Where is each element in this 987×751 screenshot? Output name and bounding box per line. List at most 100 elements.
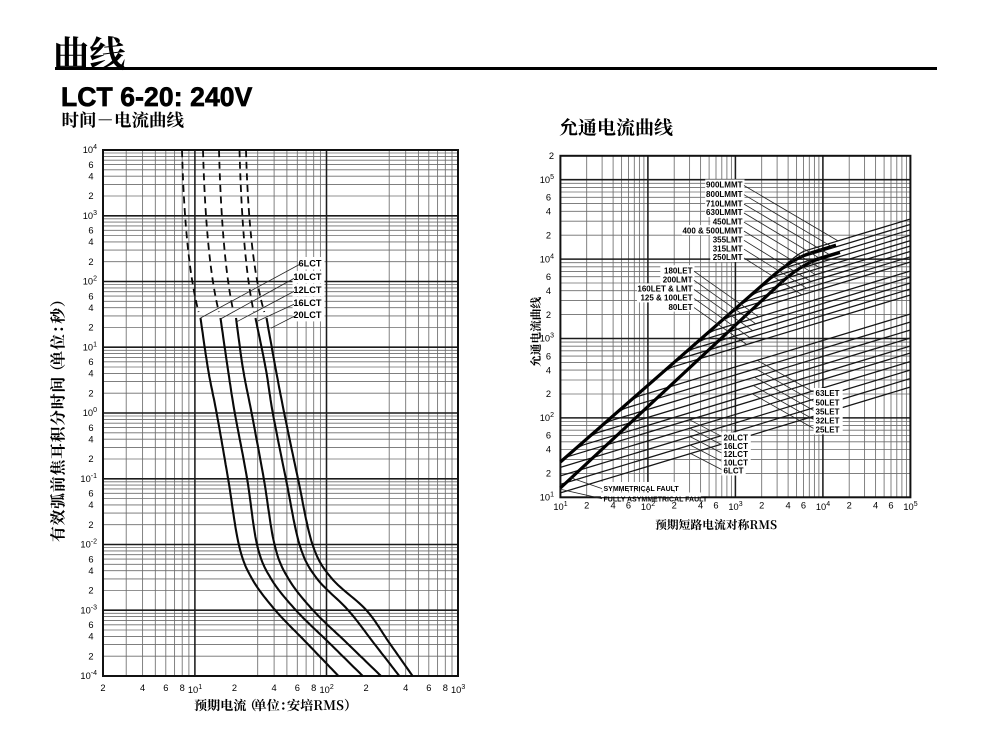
svg-text:10-4: 10-4 <box>80 670 97 681</box>
svg-text:104: 104 <box>83 144 97 155</box>
svg-text:101: 101 <box>553 501 567 512</box>
svg-text:16LCT: 16LCT <box>724 442 749 451</box>
svg-text:103: 103 <box>728 501 742 512</box>
svg-text:4: 4 <box>698 501 703 511</box>
svg-text:4: 4 <box>88 303 93 313</box>
svg-text:6: 6 <box>88 291 93 301</box>
svg-text:6: 6 <box>426 683 431 693</box>
svg-text:355LMT: 355LMT <box>713 236 743 245</box>
svg-text:180LET: 180LET <box>664 266 693 275</box>
svg-text:6: 6 <box>546 193 551 203</box>
svg-text:4: 4 <box>546 365 551 375</box>
svg-text:200LMT: 200LMT <box>663 276 693 285</box>
svg-text:6: 6 <box>546 272 551 282</box>
svg-text:50LET: 50LET <box>816 399 840 408</box>
svg-text:SYMMETRICAL FAULT: SYMMETRICAL FAULT <box>604 486 680 493</box>
svg-text:2: 2 <box>672 501 677 511</box>
svg-text:6LCT: 6LCT <box>724 467 744 476</box>
svg-text:4: 4 <box>546 286 551 296</box>
svg-text:400 & 500LMMT: 400 & 500LMMT <box>682 226 742 235</box>
svg-text:101: 101 <box>83 341 97 352</box>
svg-text:103: 103 <box>451 684 465 695</box>
svg-text:10-1: 10-1 <box>80 473 97 484</box>
svg-text:315LMT: 315LMT <box>713 244 743 253</box>
svg-text:160LET & LMT: 160LET & LMT <box>637 285 692 294</box>
svg-text:900LMMT: 900LMMT <box>706 181 743 190</box>
svg-text:10-2: 10-2 <box>80 539 97 550</box>
svg-text:2: 2 <box>88 388 93 398</box>
svg-text:6: 6 <box>713 501 718 511</box>
svg-text:80LET: 80LET <box>668 303 692 312</box>
svg-text:4: 4 <box>140 683 145 693</box>
svg-text:104: 104 <box>540 253 554 264</box>
svg-text:12LCT: 12LCT <box>724 450 749 459</box>
svg-text:250LMT: 250LMT <box>713 253 743 262</box>
svg-text:2: 2 <box>100 683 105 693</box>
svg-text:35LET: 35LET <box>816 408 840 417</box>
svg-text:20LCT: 20LCT <box>724 434 749 443</box>
svg-text:2: 2 <box>88 323 93 333</box>
svg-text:4: 4 <box>88 369 93 379</box>
svg-text:10-3: 10-3 <box>80 605 97 616</box>
svg-text:2: 2 <box>546 469 551 479</box>
svg-text:10LCT: 10LCT <box>293 272 321 282</box>
svg-text:6: 6 <box>163 683 168 693</box>
svg-text:105: 105 <box>540 174 554 185</box>
svg-text:4: 4 <box>88 566 93 576</box>
svg-text:6: 6 <box>626 501 631 511</box>
svg-text:2: 2 <box>88 257 93 267</box>
svg-text:25LET: 25LET <box>816 426 840 435</box>
svg-text:6: 6 <box>546 431 551 441</box>
svg-text:8: 8 <box>443 683 448 693</box>
svg-text:8: 8 <box>311 683 316 693</box>
svg-text:2: 2 <box>546 310 551 320</box>
svg-text:104: 104 <box>816 501 830 512</box>
svg-text:6: 6 <box>88 357 93 367</box>
svg-text:101: 101 <box>188 684 202 695</box>
svg-text:101: 101 <box>540 492 554 503</box>
svg-text:2: 2 <box>759 501 764 511</box>
svg-text:6: 6 <box>88 489 93 499</box>
svg-text:4: 4 <box>873 501 878 511</box>
svg-text:6: 6 <box>88 226 93 236</box>
svg-text:4: 4 <box>403 683 408 693</box>
svg-text:4: 4 <box>786 501 791 511</box>
svg-text:103: 103 <box>540 333 554 344</box>
svg-text:4: 4 <box>272 683 277 693</box>
svg-text:800LMMT: 800LMMT <box>706 190 743 199</box>
svg-text:FULLY ASYMMETRICAL FAULT: FULLY ASYMMETRICAL FAULT <box>604 496 708 503</box>
svg-text:103: 103 <box>83 210 97 221</box>
svg-text:6: 6 <box>888 501 893 511</box>
svg-text:6: 6 <box>88 620 93 630</box>
svg-text:2: 2 <box>584 501 589 511</box>
svg-text:4: 4 <box>88 632 93 642</box>
svg-text:2: 2 <box>88 454 93 464</box>
svg-text:100: 100 <box>83 407 97 418</box>
svg-text:105: 105 <box>903 501 917 512</box>
svg-text:6: 6 <box>88 554 93 564</box>
svg-text:2: 2 <box>364 683 369 693</box>
svg-text:10LCT: 10LCT <box>724 458 749 467</box>
svg-text:6: 6 <box>88 160 93 170</box>
svg-text:2: 2 <box>546 389 551 399</box>
svg-text:6: 6 <box>546 351 551 361</box>
svg-text:12LCT: 12LCT <box>293 285 321 295</box>
svg-text:102: 102 <box>320 684 334 695</box>
svg-text:16LCT: 16LCT <box>293 298 321 308</box>
svg-text:2: 2 <box>847 501 852 511</box>
svg-text:6: 6 <box>801 501 806 511</box>
svg-text:4: 4 <box>88 500 93 510</box>
svg-text:2: 2 <box>88 651 93 661</box>
svg-text:2: 2 <box>88 191 93 201</box>
svg-text:8: 8 <box>180 683 185 693</box>
svg-text:4: 4 <box>88 434 93 444</box>
svg-text:20LCT: 20LCT <box>293 310 321 320</box>
svg-text:710LMMT: 710LMMT <box>706 199 743 208</box>
svg-text:630LMMT: 630LMMT <box>706 208 743 217</box>
svg-text:6LCT: 6LCT <box>299 258 322 268</box>
svg-text:6: 6 <box>295 683 300 693</box>
svg-text:4: 4 <box>88 237 93 247</box>
svg-text:2: 2 <box>549 151 554 161</box>
svg-text:6: 6 <box>88 423 93 433</box>
svg-text:2: 2 <box>546 230 551 240</box>
